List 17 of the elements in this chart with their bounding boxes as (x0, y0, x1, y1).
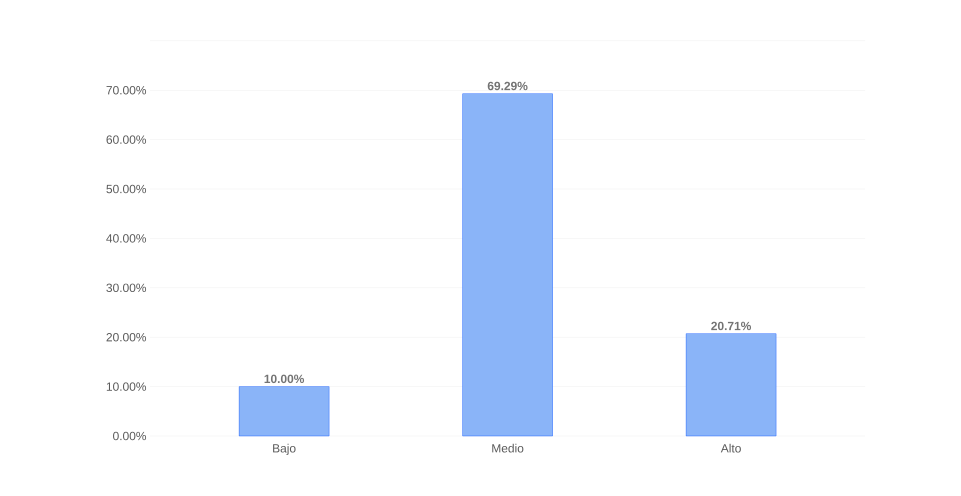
data-label: 20.71% (711, 322, 752, 330)
y-tick-label: 50.00% (106, 184, 146, 194)
y-tick-label: 10.00% (106, 382, 146, 391)
bar (686, 334, 776, 436)
y-tick-label: 0.00% (113, 432, 146, 440)
y-tick-label: 20.00% (106, 332, 146, 342)
data-label: 10.00% (264, 374, 304, 384)
y-tick-label: 70.00% (106, 86, 146, 94)
bar (238, 386, 330, 436)
y-tick-label: 60.00% (106, 135, 146, 144)
x-tick-label: Alto (720, 444, 741, 453)
data-label: 69.29% (488, 82, 528, 90)
y-tick-label: 30.00% (106, 284, 146, 292)
bar (462, 94, 553, 436)
x-tick-label: Medio (492, 444, 524, 453)
y-tick-label: 40.00% (106, 234, 146, 243)
x-tick-label: Bajo (273, 444, 296, 455)
